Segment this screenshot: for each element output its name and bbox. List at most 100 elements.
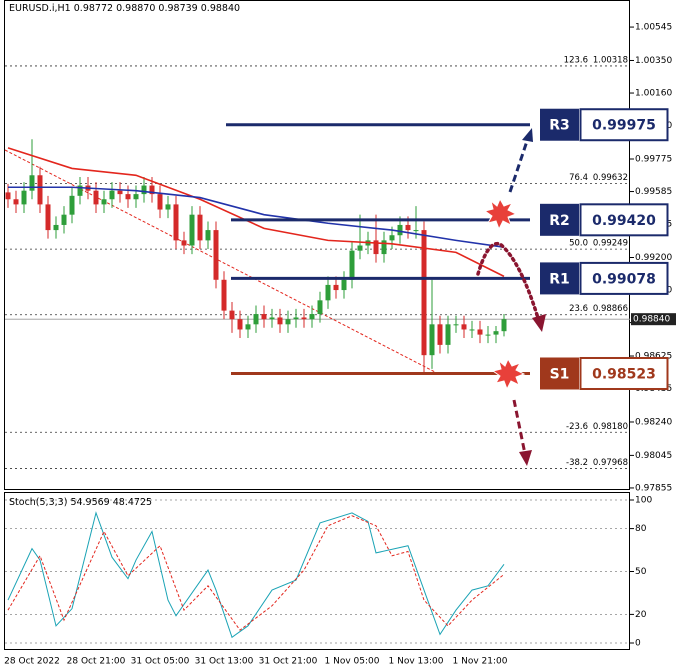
candle-body — [229, 310, 235, 320]
candle-body — [149, 185, 155, 195]
candle-body — [29, 175, 35, 191]
arrow-head — [522, 128, 533, 142]
high-value: 0.98870 — [116, 3, 155, 14]
stoch-tick-label: 80 — [635, 524, 647, 534]
fib-value-label: 1.00318 — [593, 55, 628, 65]
chart-header: EURUSD.i,H1 0.98772 0.98870 0.98739 0.98… — [9, 3, 240, 14]
candle-body — [101, 199, 107, 205]
x-tick-label: 31 Oct 21:00 — [259, 657, 318, 667]
fib-value-label: 0.98866 — [593, 304, 628, 314]
main-panel-border — [4, 0, 630, 490]
level-value: 0.99078 — [592, 271, 656, 287]
candle-body — [453, 324, 459, 326]
candle-body — [213, 230, 219, 280]
candle-body — [493, 331, 499, 335]
fib-level-label: 50.0 — [569, 239, 588, 249]
arrow-up — [508, 137, 530, 193]
x-tick-label: 31 Oct 05:00 — [131, 657, 190, 667]
current-price-label: 0.98840 — [633, 315, 670, 325]
arrow-head — [532, 314, 546, 332]
open-value: 0.98772 — [74, 3, 113, 14]
candle-body — [381, 240, 387, 255]
x-tick-label: 1 Nov 21:00 — [453, 657, 508, 667]
stoch-line — [7, 511, 505, 639]
stoch-header: Stoch(5,3,3) 54.9569 48.4725 — [9, 497, 152, 508]
candle-body — [397, 224, 403, 236]
fib-level-label: 23.6 — [569, 304, 588, 314]
stoch-tick-label: 50 — [635, 567, 647, 577]
candle-body — [13, 199, 19, 205]
level-name: R3 — [549, 118, 570, 134]
stoch-tick-label: 100 — [635, 496, 652, 506]
burst-icon — [483, 197, 518, 231]
level-value-box — [579, 356, 669, 390]
y-tick-label: 0.98240 — [635, 417, 672, 427]
close-value: 0.98840 — [201, 3, 240, 14]
fib-level-label: -23.6 — [566, 422, 588, 432]
candle-body — [333, 284, 339, 291]
stoch-panel-border — [4, 492, 630, 650]
candle-body — [429, 324, 435, 356]
level-name: R1 — [549, 271, 570, 287]
moving-average-line — [7, 147, 505, 278]
candle-body — [501, 319, 507, 332]
y-tick-label: 0.98045 — [635, 451, 672, 461]
candle-body — [293, 317, 299, 320]
fib-value-label: 0.99249 — [593, 239, 628, 249]
level-name: S1 — [550, 366, 570, 382]
fib-value-label: 0.98180 — [593, 422, 628, 432]
level-value: 0.99420 — [592, 213, 656, 229]
candle-body — [189, 214, 195, 246]
candle-body — [477, 329, 483, 335]
x-tick-label: 28 Oct 2022 — [4, 657, 60, 667]
candle-body — [165, 204, 171, 210]
candle-body — [349, 250, 355, 280]
candle-body — [141, 185, 147, 195]
candle-body — [445, 324, 451, 345]
level-name-box — [540, 357, 579, 390]
arrow-down — [476, 241, 540, 320]
candle-body — [309, 314, 315, 320]
candle-body — [413, 230, 419, 232]
burst-icon — [491, 357, 526, 391]
stoch-title: Stoch(5,3,3) — [9, 497, 67, 508]
x-tick-label: 1 Nov 05:00 — [325, 657, 380, 667]
fib-value-label: 0.99632 — [593, 173, 628, 183]
candle-body — [61, 214, 67, 225]
y-tick-label: 1.00545 — [635, 23, 672, 33]
stoch-main-value: 54.9569 — [70, 497, 109, 508]
stoch-line — [7, 515, 505, 631]
candle-body — [157, 194, 163, 210]
candle-body — [461, 324, 467, 330]
y-tick-label: 0.99585 — [635, 187, 672, 197]
level-value-box — [579, 108, 669, 142]
candle-body — [197, 214, 203, 241]
candle-body — [93, 190, 99, 205]
level-name-box — [540, 203, 579, 236]
stoch-tick-label: 20 — [635, 610, 647, 620]
level-value: 0.99975 — [592, 118, 656, 134]
arrow-down — [512, 399, 527, 455]
y-tick-label: 0.99775 — [635, 154, 672, 164]
candle-body — [373, 240, 379, 255]
level-name: R2 — [549, 213, 570, 229]
candle-body — [221, 279, 227, 311]
stoch-tick-label: 0 — [635, 638, 641, 648]
candle-body — [485, 334, 491, 336]
level-value: 0.98523 — [592, 366, 656, 382]
candle-body — [325, 284, 331, 301]
arrow-head — [519, 450, 532, 466]
candle-body — [133, 194, 139, 200]
current-price-box — [631, 313, 676, 326]
stoch-signal-value: 48.4725 — [113, 497, 152, 508]
candle-body — [437, 324, 443, 345]
fib-level-label: -38.2 — [566, 458, 588, 468]
candle-body — [245, 324, 251, 330]
candle-body — [421, 230, 427, 356]
low-value: 0.98739 — [158, 3, 197, 14]
level-value-box — [579, 261, 669, 295]
moving-average-line — [8, 186, 505, 249]
y-tick-label: 1.00350 — [635, 56, 672, 66]
y-tick-label: 1.00160 — [635, 89, 672, 99]
